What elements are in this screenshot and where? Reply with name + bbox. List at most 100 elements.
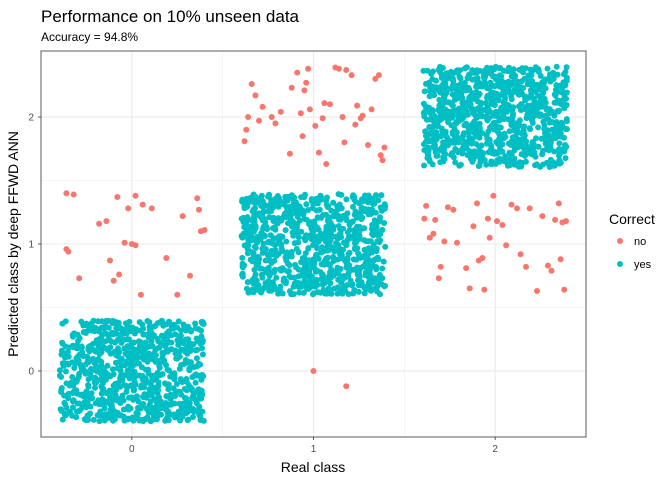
point-no <box>490 192 497 199</box>
series-no <box>63 64 569 390</box>
point-yes <box>363 255 369 262</box>
point-yes <box>133 346 139 353</box>
point-yes <box>192 347 199 354</box>
point-yes <box>460 87 467 94</box>
point-no <box>481 286 488 293</box>
point-yes <box>421 88 428 95</box>
point-yes <box>330 223 337 230</box>
point-yes <box>370 224 377 231</box>
point-yes <box>140 325 147 332</box>
point-no <box>137 291 144 298</box>
point-no <box>375 72 382 79</box>
x-tick-label: 2 <box>492 444 498 455</box>
point-yes <box>85 359 92 366</box>
point-yes <box>121 362 128 369</box>
point-yes <box>487 96 494 103</box>
point-yes <box>474 90 481 97</box>
point-yes <box>545 132 552 139</box>
point-yes <box>246 234 253 241</box>
point-no <box>248 81 255 87</box>
point-yes <box>245 217 251 224</box>
point-yes <box>146 386 153 393</box>
point-yes <box>546 138 553 145</box>
point-no <box>514 205 520 212</box>
point-yes <box>152 358 159 365</box>
point-no <box>466 285 473 292</box>
point-yes <box>439 127 446 134</box>
point-yes <box>352 266 359 273</box>
point-yes <box>250 223 257 230</box>
point-yes <box>98 324 105 331</box>
point-yes <box>151 395 158 402</box>
point-yes <box>298 194 305 201</box>
point-yes <box>556 160 563 167</box>
point-yes <box>485 115 492 122</box>
point-yes <box>452 159 459 166</box>
point-yes <box>193 355 200 362</box>
point-no <box>272 120 279 127</box>
point-no <box>174 291 181 298</box>
point-yes <box>367 238 374 245</box>
point-yes <box>350 203 356 210</box>
point-no <box>499 222 506 228</box>
point-yes <box>301 254 308 261</box>
point-yes <box>324 194 330 201</box>
point-yes <box>250 191 257 198</box>
point-yes <box>131 386 137 393</box>
point-yes <box>140 394 147 401</box>
point-yes <box>90 416 97 423</box>
point-yes <box>458 116 465 123</box>
x-tick-label: 0 <box>129 444 135 455</box>
point-yes <box>429 116 436 123</box>
point-yes <box>240 232 247 239</box>
point-yes <box>300 289 307 296</box>
point-yes <box>364 250 371 257</box>
point-yes <box>378 227 385 234</box>
point-yes <box>198 392 205 399</box>
point-yes <box>124 347 131 354</box>
point-yes <box>105 317 112 324</box>
point-yes <box>531 95 537 102</box>
point-yes <box>197 417 204 423</box>
point-yes <box>260 223 267 230</box>
point-yes <box>75 374 82 380</box>
point-yes <box>307 275 314 282</box>
point-yes <box>344 256 351 263</box>
point-yes <box>440 139 447 146</box>
point-yes <box>563 64 570 71</box>
point-yes <box>350 290 357 297</box>
point-yes <box>192 325 199 332</box>
point-yes <box>502 153 509 160</box>
point-yes <box>469 136 476 142</box>
point-no <box>196 206 202 213</box>
point-yes <box>259 286 266 293</box>
point-yes <box>551 99 558 106</box>
point-yes <box>424 136 431 143</box>
point-yes <box>540 161 547 168</box>
point-yes <box>441 106 448 113</box>
point-yes <box>76 407 83 414</box>
point-yes <box>102 417 108 423</box>
point-yes <box>560 102 567 109</box>
point-no <box>116 271 123 278</box>
point-no <box>561 286 568 293</box>
point-no <box>359 112 366 119</box>
point-yes <box>535 124 542 131</box>
point-yes <box>459 135 466 142</box>
point-yes <box>112 359 119 366</box>
point-yes <box>327 280 334 287</box>
point-no <box>335 65 342 72</box>
point-no <box>450 206 457 213</box>
point-yes <box>455 93 462 100</box>
point-yes <box>250 228 257 235</box>
point-yes <box>125 415 132 422</box>
point-yes <box>528 72 535 79</box>
point-no <box>372 75 379 82</box>
point-yes <box>517 141 524 148</box>
point-yes <box>251 253 258 260</box>
point-yes <box>472 120 479 127</box>
point-yes <box>171 370 178 377</box>
point-yes <box>372 285 379 292</box>
point-yes <box>287 217 294 224</box>
point-yes <box>138 339 145 346</box>
